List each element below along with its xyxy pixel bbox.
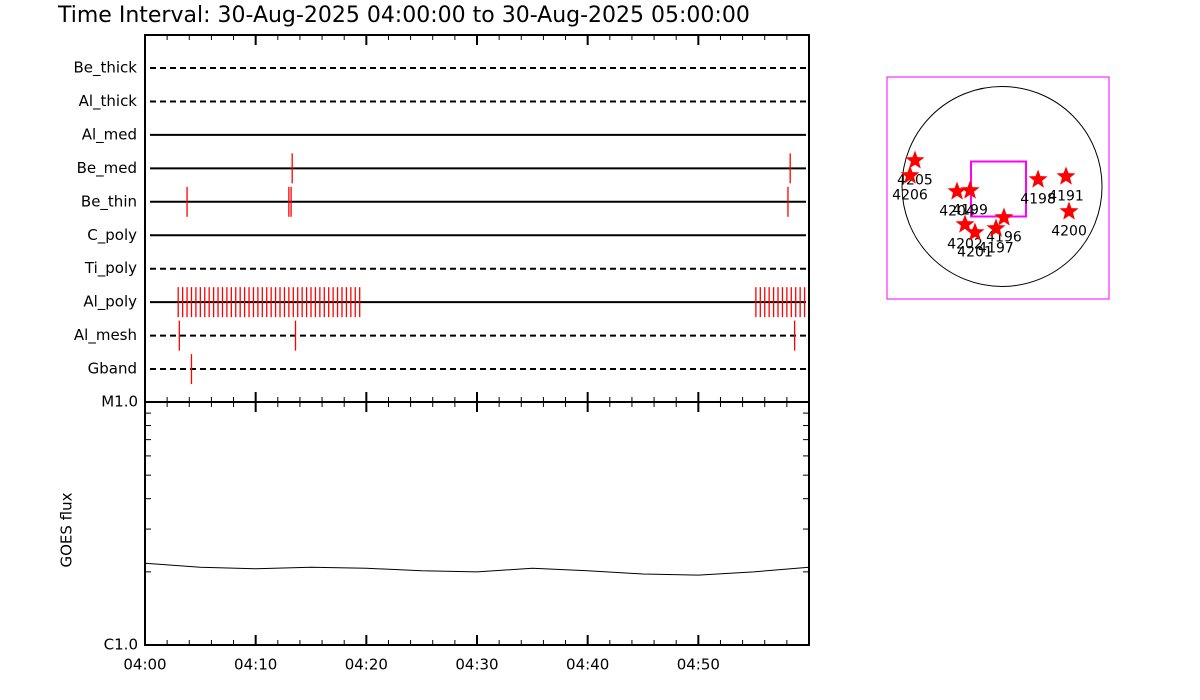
timeline-frame xyxy=(144,34,810,403)
goes-frame xyxy=(144,401,810,646)
region-label: 4196 xyxy=(986,229,1022,245)
region-label: 4197 xyxy=(978,240,1014,256)
row-label: Be_thin xyxy=(81,192,137,211)
region-star xyxy=(994,207,1014,226)
row-label: C_poly xyxy=(87,226,137,245)
x-tick-label: 04:30 xyxy=(455,656,498,674)
row-label: Al_thick xyxy=(79,92,138,111)
region-star xyxy=(960,180,980,199)
map-frame xyxy=(886,76,1110,300)
solar-limb xyxy=(901,85,1103,287)
row-label: Ti_poly xyxy=(84,259,137,278)
region-star xyxy=(1028,169,1048,188)
region-label: 4200 xyxy=(1051,224,1087,240)
region-label: 4191 xyxy=(1048,188,1084,204)
region-label: 4206 xyxy=(892,187,928,203)
region-star xyxy=(947,181,967,200)
region-star xyxy=(1059,201,1079,220)
row-label: Al_poly xyxy=(83,293,137,312)
y-axis-label: GOES flux xyxy=(58,492,76,567)
region-star xyxy=(900,165,920,184)
row-label: Al_mesh xyxy=(74,326,137,345)
x-tick-label: 04:50 xyxy=(677,656,720,674)
row-label: Al_med xyxy=(82,125,137,144)
row-label: Be_thick xyxy=(73,59,137,78)
y-tick-label: M1.0 xyxy=(101,393,138,411)
row-label: Gband xyxy=(88,360,137,378)
x-tick-label: 04:20 xyxy=(345,656,388,674)
x-tick-label: 04:10 xyxy=(234,656,277,674)
row-label: Be_med xyxy=(77,159,137,178)
region-label: 4201 xyxy=(957,245,993,261)
region-label: 4199 xyxy=(952,203,988,219)
region-star xyxy=(965,222,985,241)
x-tick-label: 04:40 xyxy=(566,656,609,674)
region-star xyxy=(955,214,975,233)
region-star xyxy=(986,218,1006,237)
region-star xyxy=(1056,166,1076,185)
region-label: 4198 xyxy=(1020,192,1056,208)
region-label: 4204 xyxy=(939,204,975,220)
title: Time Interval: 30-Aug-2025 04:00:00 to 3… xyxy=(57,3,750,28)
y-tick-label: C1.0 xyxy=(104,636,138,654)
goes-line xyxy=(144,562,810,576)
region-star xyxy=(905,150,925,169)
region-label: 4202 xyxy=(947,237,983,253)
x-tick-label: 04:00 xyxy=(123,656,166,674)
